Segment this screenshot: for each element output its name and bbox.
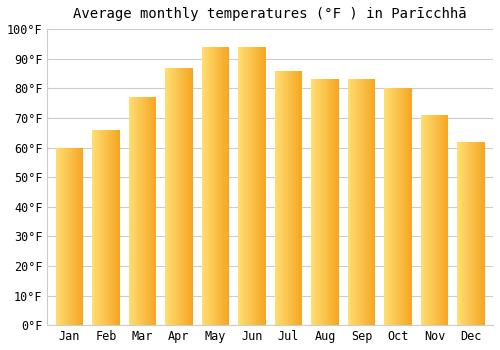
Title: Average monthly temperatures (°F ) in Parīcchhā: Average monthly temperatures (°F ) in Pa…: [74, 7, 467, 21]
